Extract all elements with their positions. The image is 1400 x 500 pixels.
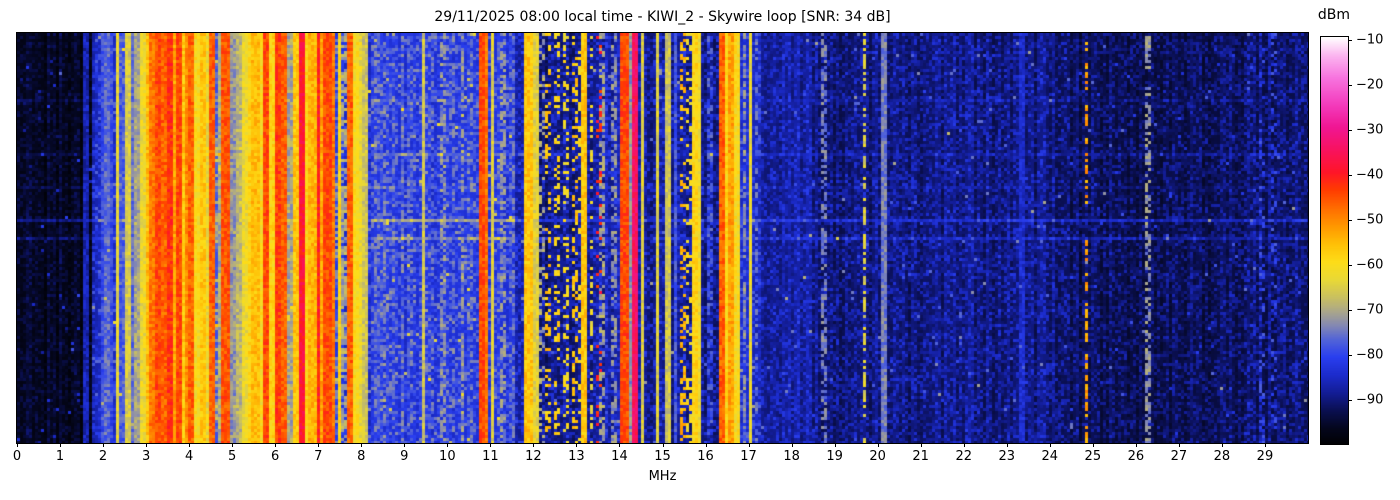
colorbar-tick-mark <box>1348 85 1352 87</box>
colorbar-label: dBm <box>1317 7 1351 23</box>
x-tick-label: 1 <box>55 449 65 464</box>
x-tick-label: 5 <box>228 449 237 464</box>
colorbar-tick-label: −70 <box>1356 302 1384 318</box>
x-tick-label: 25 <box>1084 449 1102 464</box>
colorbar-tick-label: −40 <box>1356 167 1384 183</box>
x-tick-label: 3 <box>141 449 151 464</box>
colorbar-tick-label: −60 <box>1356 257 1384 273</box>
colorbar-tick-mark <box>1348 400 1352 402</box>
colorbar-tick-label: −20 <box>1356 77 1384 93</box>
x-tick-label: 13 <box>568 449 585 464</box>
x-tick-label: 14 <box>611 449 628 464</box>
colorbar-tick-label: −10 <box>1356 32 1384 48</box>
x-tick-label: 19 <box>826 449 843 464</box>
x-tick-label: 27 <box>1170 449 1188 464</box>
chart-title: 29/11/2025 08:00 local time - KIWI_2 - S… <box>434 9 891 25</box>
x-tick-label: 21 <box>912 449 929 464</box>
x-tick-label: 23 <box>998 449 1016 464</box>
x-tick-label: 12 <box>525 449 542 464</box>
x-tick-label: 17 <box>740 449 757 464</box>
x-tick-label: 0 <box>12 449 22 464</box>
colorbar-tick-mark <box>1348 310 1352 312</box>
colorbar-tick-mark <box>1348 265 1352 267</box>
x-tick-label: 24 <box>1041 449 1059 464</box>
x-tick-label: 8 <box>357 449 366 464</box>
colorbar-tick-label: −80 <box>1356 347 1384 363</box>
colorbar-tick-label: −90 <box>1356 392 1384 408</box>
colorbar-tick-mark <box>1348 130 1352 132</box>
colorbar-tick-label: −50 <box>1356 212 1384 228</box>
colorbar-gradient <box>1321 37 1348 444</box>
x-tick-label: 20 <box>869 449 886 464</box>
colorbar-tick-mark <box>1348 175 1352 177</box>
x-tick-label: 9 <box>400 449 409 464</box>
x-tick-label: 11 <box>482 449 499 464</box>
x-tick-label: 15 <box>654 449 671 464</box>
x-tick-label: 7 <box>314 449 323 464</box>
x-tick-label: 10 <box>439 449 456 464</box>
colorbar-tick-mark <box>1348 220 1352 222</box>
x-tick-label: 18 <box>783 449 800 464</box>
colorbar-tick-label: −30 <box>1356 122 1384 138</box>
colorbar <box>1320 36 1349 445</box>
colorbar-tick-mark <box>1348 355 1352 357</box>
x-tick-label: 16 <box>697 449 714 464</box>
x-tick-label: 2 <box>98 449 108 464</box>
x-tick-label: 6 <box>271 449 280 464</box>
x-tick-label: 22 <box>955 449 972 464</box>
x-tick-label: 29 <box>1256 449 1274 464</box>
x-tick-label: 26 <box>1127 449 1145 464</box>
x-tick-label: 4 <box>184 449 194 464</box>
x-axis-label: MHz <box>648 469 677 484</box>
x-tick-label: 28 <box>1213 449 1231 464</box>
colorbar-tick-mark <box>1348 40 1352 42</box>
waterfall-canvas <box>17 33 1308 443</box>
waterfall-plot-area <box>16 32 1309 444</box>
